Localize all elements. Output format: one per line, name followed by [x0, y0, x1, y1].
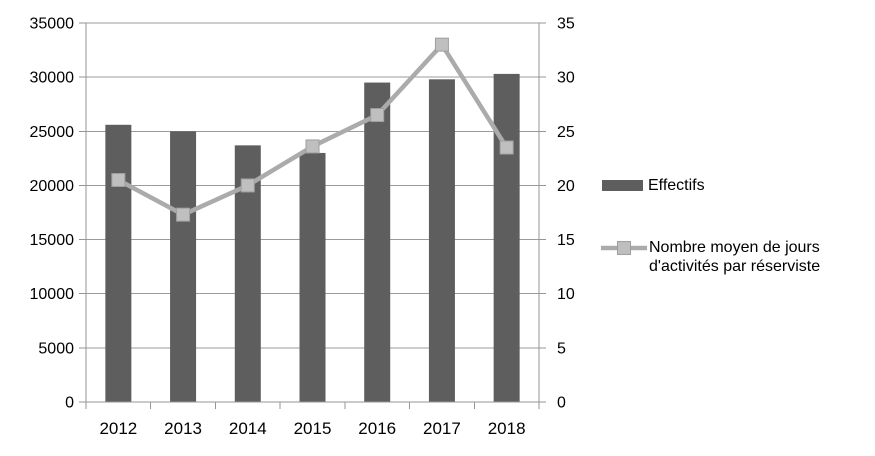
bar-2012 [105, 124, 132, 402]
y-right-tick-label: 5 [557, 340, 566, 357]
y-right-tick-label: 20 [557, 178, 575, 195]
legend-item-jours-activites: Nombre moyen de jours d'activités par ré… [601, 238, 857, 276]
bar-2016 [364, 82, 391, 403]
marker-2013 [176, 207, 191, 222]
marker-2018 [499, 140, 514, 155]
marker-2014 [240, 178, 255, 193]
y-left-tick-label: 20000 [30, 178, 75, 195]
y-right-tick-label: 25 [557, 124, 575, 141]
x-category-label: 2013 [164, 419, 202, 438]
x-category-label: 2015 [294, 419, 332, 438]
x-category-label: 2018 [488, 419, 526, 438]
y-right-tick-label: 10 [557, 286, 575, 303]
x-category-label: 2016 [358, 419, 396, 438]
y-right-tick-label: 35 [557, 16, 575, 33]
y-left-tick-label: 35000 [30, 16, 75, 33]
y-left-tick-label: 0 [65, 395, 74, 412]
bar-2013 [170, 131, 197, 403]
bar-2015 [299, 152, 326, 402]
y-left-tick-label: 30000 [30, 70, 75, 87]
bar-2018 [493, 73, 520, 402]
legend-item-effectifs: Effectifs [602, 176, 705, 195]
y-left-tick-label: 10000 [30, 286, 75, 303]
legend-line-marker-swatch [601, 241, 647, 255]
y-left-tick-label: 25000 [30, 124, 75, 141]
marker-2012 [111, 173, 126, 188]
y-right-tick-label: 0 [557, 395, 566, 412]
bar-2017 [428, 79, 455, 403]
y-right-tick-label: 15 [557, 232, 575, 249]
y-right-tick-label: 30 [557, 70, 575, 87]
y-left-tick-label: 5000 [38, 340, 74, 357]
marker-2015 [305, 139, 320, 154]
y-left-tick-label: 15000 [30, 232, 75, 249]
x-category-label: 2017 [423, 419, 461, 438]
marker-2017 [434, 37, 449, 52]
x-category-label: 2014 [229, 419, 267, 438]
legend-bar-swatch [602, 180, 643, 191]
x-category-label: 2012 [99, 419, 137, 438]
legend-square-marker-glyph [617, 241, 631, 255]
marker-2016 [370, 108, 385, 123]
legend-label-effectifs: Effectifs [648, 177, 705, 194]
legend-label-jours-activites: Nombre moyen de jours d'activités par ré… [649, 239, 821, 275]
